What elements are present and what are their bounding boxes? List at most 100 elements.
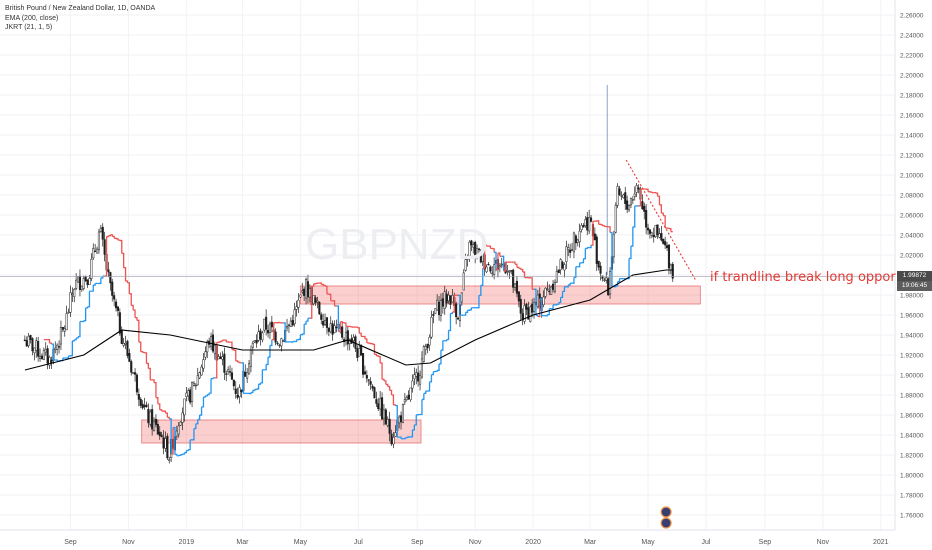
candle-body [356,348,359,358]
x-tick-label: 2021 [873,539,889,546]
candle-body [137,394,140,400]
jkrt-segment [188,439,191,451]
candle-body [90,258,93,279]
jkrt-segment [655,192,659,197]
jkrt-segment [627,258,630,280]
jkrt-segment [250,390,254,394]
candle-body [97,231,101,250]
candle-body [430,317,433,338]
jkrt-segment [93,283,96,286]
candle-body [358,348,361,357]
candle-body [331,323,334,335]
jkrt-segment [76,336,79,339]
jkrt-segment [66,355,70,359]
jkrt-segment [478,285,482,297]
jkrt-segment [123,267,127,282]
candle-body [536,294,539,307]
jkrt-segment [366,342,370,344]
y-tick-label: 1.92000 [900,353,924,360]
candle-body [223,353,226,373]
candle-body [135,374,138,393]
jkrt-segment [55,359,58,362]
jkrt-segment [197,415,201,421]
candle-body [54,347,57,350]
y-tick-label: 1.82000 [900,453,924,460]
candle-body [428,337,431,346]
jkrt-segment [458,294,461,316]
event-icon[interactable] [660,506,672,518]
candle-body [527,307,530,320]
candle-body [318,301,321,315]
jkrt-segment [49,342,53,345]
candle-body [103,239,106,255]
jkrt-segment [231,348,235,351]
jkrt-segment [302,324,305,335]
candle-body [280,338,283,347]
jkrt-segment [178,454,182,456]
candle-body [460,292,463,303]
candle-body [335,326,338,329]
candle-body [419,374,422,385]
candle-body [44,349,47,353]
y-tick-label: 2.22000 [900,53,924,60]
candle-body [295,306,298,310]
jkrt-segment [81,320,85,323]
candle-body [669,264,672,271]
candle-body [569,249,572,253]
trendline-annotation: if trandline break long oppor [710,270,896,285]
y-tick-label: 1.78000 [900,493,924,500]
jkrt-segment [560,291,564,298]
candle-body [362,353,365,375]
candle-body [287,324,290,327]
jkrt-segment [304,321,307,325]
candle-body [211,334,214,352]
candle-body [255,340,258,344]
candle-body [40,355,44,359]
jkrt-segment [359,332,362,337]
candle-body [227,369,230,372]
candle-body [249,349,252,367]
jkrt-segment [585,247,588,250]
candle-body [377,403,380,410]
jkrt-segment [192,428,195,441]
x-tick-label: Nov [469,539,482,546]
candle-body [563,264,566,271]
candle-body [80,285,83,290]
event-icon[interactable] [660,517,672,529]
jkrt-segment [391,394,395,405]
candle-body [552,283,555,290]
countdown-tag: 19:06:45 [897,281,932,292]
jkrt-segment [448,313,452,332]
candle-body [476,248,479,257]
candle-body [519,299,522,314]
candle-body [37,341,40,357]
candle-body [101,226,104,240]
jkrt-segment [518,267,522,270]
candle-body [225,373,228,375]
candle-body [316,300,319,303]
candle-body [498,265,501,268]
support-zone [299,285,701,305]
candle-body [599,265,602,274]
candle-body [183,398,186,416]
candle-body [86,279,89,285]
candle-body [221,356,224,360]
jkrt-segment [488,245,491,249]
last-price-tag: 1.99872 [897,271,932,282]
candle-body [198,372,201,379]
jkrt-segment [256,384,260,390]
candle-body [29,335,32,340]
candle-body [206,341,209,353]
candle-body [420,358,423,378]
candle-body [158,431,161,436]
candle-body [230,372,233,380]
x-tick-label: Sep [759,539,772,546]
trendline[interactable] [625,159,697,281]
candle-body [65,313,68,331]
candle-body [134,372,137,375]
jkrt-segment [554,304,558,306]
candle-body [559,259,562,271]
jkrt-segment [70,340,73,357]
jkrt-segment [127,282,130,294]
